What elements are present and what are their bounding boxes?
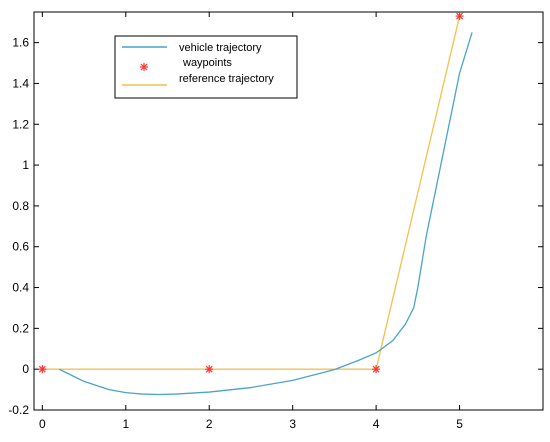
legend-label-vehicle-trajectory: vehicle trajectory: [179, 42, 262, 54]
waypoint-marker: [205, 365, 214, 374]
series-layer: [38, 12, 473, 396]
x-tick-label: 4: [373, 417, 380, 431]
x-tick-label: 0: [39, 417, 46, 431]
y-tick-label: 1.6: [12, 36, 29, 50]
series-line-reference-trajectory: [42, 15, 461, 370]
y-tick-label: 0.6: [12, 240, 29, 254]
y-tick-label: 1: [22, 158, 29, 172]
legend-swatch-waypoints: [140, 63, 148, 71]
legend-label-reference-trajectory: reference trajectory: [179, 73, 274, 85]
legend: vehicle trajectory waypoints reference t…: [114, 35, 298, 99]
y-tick-label: 0.2: [12, 321, 29, 335]
y-tick-label: -0.2: [8, 403, 29, 417]
x-tick-label: 1: [122, 417, 129, 431]
y-tick-label: 0.8: [12, 199, 29, 213]
y-tick-label: 0.4: [12, 281, 29, 295]
x-axis: 0 1 2 3 4 5: [39, 12, 463, 431]
y-axis: -0.2 0 0.2 0.4 0.6 0.8 1 1.2 1.4 1.6: [8, 36, 543, 417]
waypoint-marker: [372, 365, 381, 374]
y-tick-label: 1.4: [12, 76, 29, 90]
waypoint-marker: [455, 12, 464, 21]
plot-frame: [33, 11, 544, 411]
waypoint-marker: [38, 365, 47, 374]
y-tick-label: 0: [22, 362, 29, 376]
x-tick-label: 5: [456, 417, 463, 431]
x-tick-label: 3: [289, 417, 296, 431]
legend-label-waypoints: waypoints: [182, 57, 232, 69]
series-line-vehicle-trajectory: [58, 32, 473, 396]
x-tick-label: 2: [206, 417, 213, 431]
y-tick-label: 1.2: [12, 117, 29, 131]
